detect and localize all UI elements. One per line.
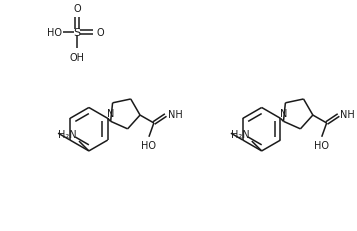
Text: H₂N: H₂N [59, 130, 77, 140]
Text: OH: OH [70, 53, 85, 63]
Text: O: O [73, 4, 81, 14]
Text: S: S [74, 28, 81, 38]
Text: HO: HO [141, 140, 156, 150]
Text: O: O [97, 28, 104, 38]
Text: HO: HO [314, 140, 329, 150]
Text: N: N [280, 109, 287, 119]
Text: HO: HO [47, 28, 62, 38]
Text: NH: NH [341, 109, 355, 120]
Text: NH: NH [168, 109, 182, 120]
Text: H₂N: H₂N [231, 130, 250, 140]
Text: N: N [107, 109, 114, 119]
